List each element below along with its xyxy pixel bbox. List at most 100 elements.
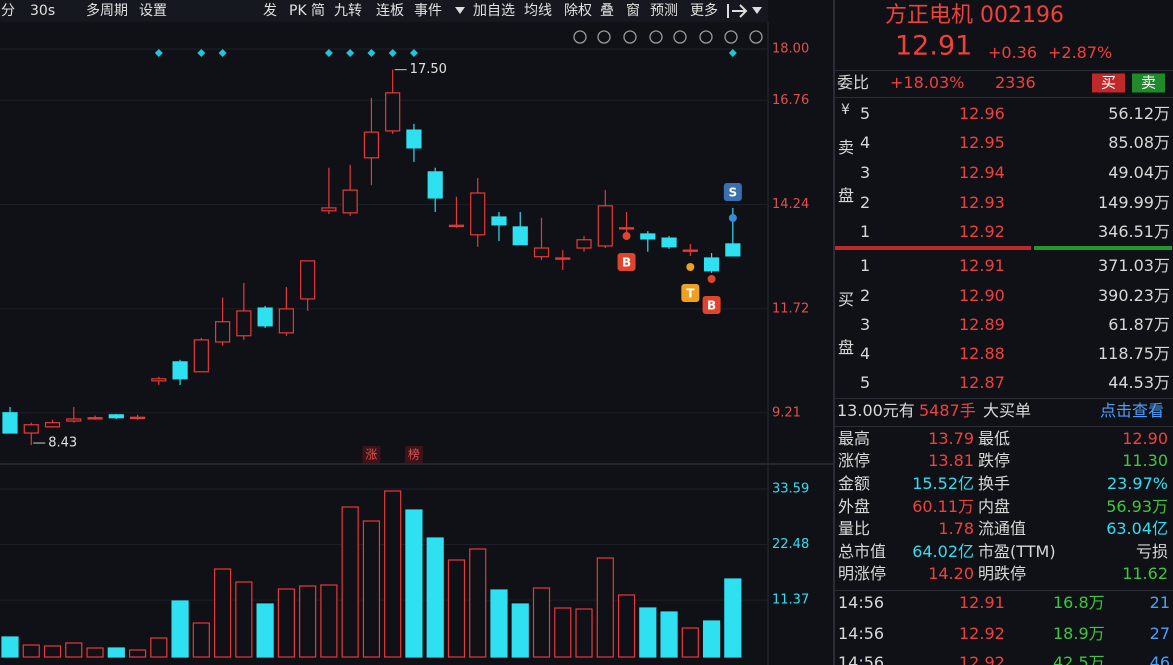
volume-bar (299, 585, 317, 658)
candle-body (448, 224, 465, 228)
toolbar-item[interactable]: 九转 (334, 3, 362, 19)
ratio: +18.03% (890, 73, 965, 92)
volume-tick-label: 33.59 (772, 482, 809, 497)
y-tick-label: 14.24 (772, 197, 809, 212)
ratio-label: 委比 (837, 73, 870, 92)
toolbar-item[interactable]: 均线 (524, 3, 552, 19)
signal-badge (723, 183, 742, 201)
y-tick-label: 18.00 (772, 41, 809, 56)
candle-body (363, 131, 380, 159)
toolbar-item[interactable]: 30s (30, 3, 55, 19)
price: 12.91 (959, 256, 1005, 275)
stat-label: 明跌停 (978, 564, 1027, 583)
tool-icon (699, 30, 713, 44)
stat-label: 最高 (838, 429, 871, 448)
change: +0.36 (988, 43, 1038, 62)
toolbar-item[interactable]: 设置 (139, 3, 167, 19)
volume-bar (277, 588, 295, 658)
price: 12.95 (959, 133, 1005, 152)
candle-body (66, 418, 82, 422)
level: 3 (860, 315, 871, 334)
toolbar-item[interactable]: 更多 (690, 2, 718, 19)
volume-bar (639, 607, 657, 658)
toolbar-item[interactable]: 预测 (650, 3, 678, 19)
stat-label: 流通值 (978, 519, 1027, 538)
candle-body (618, 227, 635, 230)
side-label: 买 (838, 290, 855, 309)
volume-bar (702, 620, 721, 658)
trade-price: 12.91 (959, 593, 1005, 612)
level: 5 (860, 373, 871, 392)
toolbar-item[interactable]: 多周期 (86, 2, 128, 19)
marker-diamond (388, 49, 397, 57)
toolbar-item[interactable]: 简 (311, 2, 325, 19)
candle-body (661, 237, 677, 248)
volume: 118.75万 (1098, 344, 1170, 363)
candle-body (278, 308, 294, 334)
toolbar-item[interactable]: 加自选 (473, 3, 515, 19)
depth-bar (1034, 246, 1172, 250)
volume-bar (447, 559, 466, 658)
tag-box (404, 446, 423, 463)
stat-label: 总市值 (838, 542, 887, 561)
volume: 149.99万 (1098, 193, 1170, 212)
toolbar-item[interactable]: 除权 (564, 3, 592, 19)
volume-bar (405, 509, 423, 658)
volume-bar (235, 581, 253, 658)
toolbar-item[interactable]: 事件 (414, 3, 442, 19)
volume-bar (362, 520, 381, 658)
volume-bar (511, 603, 529, 658)
volume: 371.03万 (1098, 256, 1170, 275)
side-label: 盘 (838, 186, 855, 205)
tool-icon (673, 30, 687, 44)
toolbar-item[interactable]: 连板 (376, 3, 404, 19)
volume-bar (192, 622, 210, 658)
toolbar-item[interactable]: 窗 (626, 2, 640, 19)
volume-bar (724, 578, 742, 658)
signal-dot (622, 232, 631, 240)
toolbar-item[interactable]: PK (289, 3, 307, 19)
buy-button[interactable]: 买 (1092, 73, 1126, 93)
volume-bar (128, 649, 147, 658)
candle-body (193, 339, 209, 373)
stat-label: 外盘 (838, 497, 871, 516)
toolbar-item[interactable]: 发 (263, 3, 277, 19)
stat-label: 跌停 (978, 451, 1011, 470)
level: 4 (860, 133, 871, 152)
volume-bar (22, 644, 40, 658)
level: 2 (860, 286, 871, 305)
stat-value: 11.62 (1122, 564, 1168, 583)
toolbar-item[interactable]: 叠 (600, 3, 614, 19)
level: 4 (860, 344, 871, 363)
stat-value: 64.02亿 (912, 542, 974, 561)
y-tick-label: 11.72 (772, 301, 809, 316)
volume-bar (596, 557, 614, 658)
candle-body (470, 192, 486, 236)
toolbar-item[interactable]: 分 (1, 3, 15, 19)
candle-body (257, 307, 273, 327)
trade-price: 12.92 (959, 624, 1005, 643)
signal-label: B (622, 256, 631, 270)
volume: 44.53万 (1108, 373, 1170, 392)
stat-value: 14.20 (928, 564, 974, 583)
side-label: 卖 (838, 138, 855, 157)
marker-diamond (154, 49, 163, 57)
last-price: 12.91 (895, 30, 973, 62)
volume-bar (660, 611, 678, 658)
volume-bar (86, 647, 104, 658)
trade-volume: 16.8万 (1053, 593, 1105, 612)
volume-bar (341, 506, 359, 658)
currency: ¥ (841, 102, 850, 118)
tool-icon (649, 30, 663, 44)
sell-button[interactable]: 卖 (1132, 73, 1166, 93)
divider (835, 590, 1173, 591)
stat-label: 市盈(TTM) (978, 542, 1056, 561)
divider (835, 426, 1173, 427)
candle-body (512, 226, 528, 246)
marker-diamond (409, 49, 418, 57)
big-order-link[interactable]: 点击查看 (1100, 401, 1165, 420)
big-order: 5487手 (919, 401, 976, 420)
candle-body (491, 216, 507, 226)
price: 12.87 (959, 373, 1005, 392)
